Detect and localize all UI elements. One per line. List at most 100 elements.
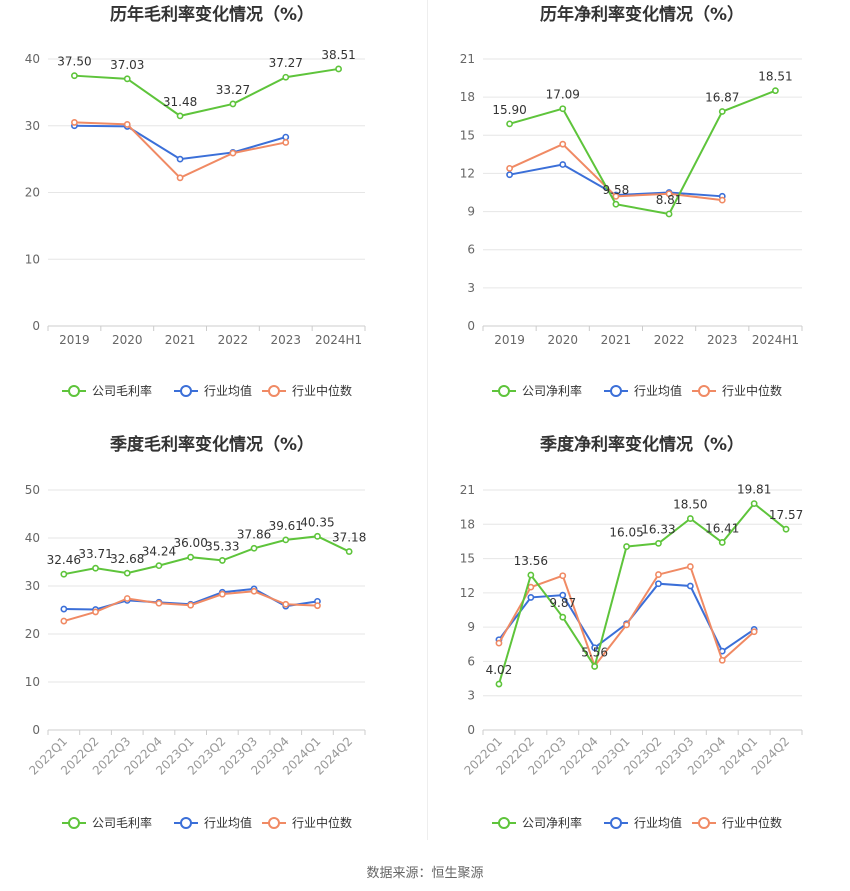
y-tick-label: 20 xyxy=(25,627,40,641)
data-label: 9.87 xyxy=(549,596,576,610)
y-tick-label: 15 xyxy=(460,128,475,142)
data-point-company xyxy=(218,557,226,564)
legend-label: 公司毛利率 xyxy=(92,383,152,398)
chart-svg: 季度毛利率变化情况（%）010203040502022Q12022Q22022Q… xyxy=(25,434,367,830)
data-point-company xyxy=(187,553,195,561)
y-tick-label: 0 xyxy=(467,723,475,737)
data-point-industry_median xyxy=(686,563,694,570)
data-label: 35.33 xyxy=(205,539,239,553)
data-label: 32.46 xyxy=(47,553,81,567)
data-point-industry_median xyxy=(229,149,237,157)
data-point-industry_avg xyxy=(559,161,567,168)
data-point-industry_avg xyxy=(591,644,599,652)
series-line-company xyxy=(497,502,787,685)
data-point-industry_median xyxy=(655,571,662,578)
data-label: 16.05 xyxy=(609,526,643,540)
data-point-industry_median xyxy=(623,621,630,629)
y-tick-label: 3 xyxy=(467,689,475,703)
data-point-industry_avg xyxy=(60,605,68,613)
data-point-industry_median xyxy=(155,599,163,607)
legend-item-industry_avg: 行业均值 xyxy=(174,815,252,830)
data-point-industry_median xyxy=(187,601,195,609)
data-point-industry_median xyxy=(282,600,290,608)
data-label: 37.03 xyxy=(110,58,144,72)
data-label: 31.48 xyxy=(163,95,197,109)
data-point-industry_avg xyxy=(282,133,290,141)
series-line-industry_avg xyxy=(74,124,287,161)
y-tick-label: 0 xyxy=(32,319,40,333)
panel-divider xyxy=(427,0,428,840)
data-label: 18.50 xyxy=(673,498,707,512)
legend-item-industry_avg: 行业均值 xyxy=(174,383,252,398)
chart-svg: 季度净利率变化情况（%）0369121518212022Q12022Q22022… xyxy=(460,434,804,830)
data-point-company xyxy=(527,571,535,579)
legend-label: 行业中位数 xyxy=(292,383,352,398)
data-point-company xyxy=(718,108,726,115)
data-point-industry_median xyxy=(123,595,131,602)
data-point-industry_median xyxy=(559,140,567,148)
quarterly-net-margin-chart: 季度净利率变化情况（%） 0 3 6 9 12 15 18 21 2022Q1 2022Q2 2022… xyxy=(430,430,850,855)
legend-swatch-marker xyxy=(68,817,80,829)
chart-title: 季度毛利率变化情况（%） xyxy=(110,434,314,455)
y-tick-label: 18 xyxy=(460,90,475,104)
y-tick-label: 20 xyxy=(25,186,40,200)
legend-swatch-marker xyxy=(180,385,192,397)
legend-swatch-marker xyxy=(698,817,710,829)
data-point-company xyxy=(60,570,68,578)
data-point-industry_median xyxy=(123,121,131,128)
data-label: 39.61 xyxy=(269,519,303,533)
legend-swatch-marker xyxy=(498,817,510,829)
y-tick-label: 10 xyxy=(25,675,40,689)
x-tick-label: 2019 xyxy=(59,333,90,347)
data-point-industry_median xyxy=(250,587,258,595)
data-label: 37.18 xyxy=(332,531,366,545)
y-tick-label: 30 xyxy=(25,119,40,133)
data-point-company xyxy=(782,525,790,533)
x-tick-label: 2022 xyxy=(654,333,685,347)
data-point-industry_avg xyxy=(527,594,535,601)
x-tick-label: 2019 xyxy=(494,333,525,347)
data-label: 15.90 xyxy=(492,103,526,117)
data-point-industry_avg xyxy=(506,171,513,179)
data-point-industry_avg xyxy=(176,155,184,163)
data-label: 40.35 xyxy=(300,515,334,529)
data-point-company xyxy=(155,562,163,570)
data-point-company xyxy=(506,120,513,128)
data-point-company xyxy=(559,105,567,113)
y-tick-label: 10 xyxy=(25,252,40,266)
y-tick-label: 3 xyxy=(467,281,475,295)
legend-swatch-marker xyxy=(268,385,280,397)
legend-label: 公司净利率 xyxy=(522,383,582,398)
y-tick-label: 15 xyxy=(460,552,475,566)
legend-item-company: 公司毛利率 xyxy=(62,815,152,830)
data-point-industry_median xyxy=(176,174,184,182)
legend-item-industry_avg: 行业均值 xyxy=(604,815,682,830)
data-point-company xyxy=(71,72,78,80)
data-label: 18.51 xyxy=(758,70,792,84)
y-tick-label: 6 xyxy=(467,654,475,668)
legend-label: 行业中位数 xyxy=(722,815,782,830)
y-tick-label: 9 xyxy=(467,620,475,634)
legend-label: 行业均值 xyxy=(634,383,682,398)
legend-swatch-marker xyxy=(610,385,622,397)
data-point-industry_median xyxy=(559,572,567,580)
data-point-industry_median xyxy=(750,628,758,636)
y-tick-label: 40 xyxy=(25,531,40,545)
chart-svg: 历年毛利率变化情况（%） 0 10 20 30 40 2019 2020 2021 2022 202… xyxy=(25,4,366,398)
y-tick-label: 18 xyxy=(460,517,475,531)
x-tick-label: 2024H1 xyxy=(752,333,799,347)
x-tick-label: 2024H1 xyxy=(315,333,362,347)
data-point-industry_median xyxy=(314,602,321,610)
legend-item-industry_median: 行业中位数 xyxy=(692,815,782,830)
y-tick-label: 9 xyxy=(467,205,475,219)
series-line-industry_median xyxy=(74,121,286,180)
data-point-company xyxy=(229,100,237,108)
data-label: 37.86 xyxy=(237,527,271,541)
data-point-industry_median xyxy=(218,590,226,598)
y-tick-label: 12 xyxy=(460,166,475,180)
data-point-company xyxy=(718,539,726,546)
series-line-company xyxy=(74,67,339,117)
y-tick-label: 40 xyxy=(25,52,40,66)
quarterly-gross-margin-chart: 季度毛利率变化情况（%） 0 10 20 30 40 50 2022Q1 2022Q2 2022Q… xyxy=(0,430,425,855)
legend-item-industry_avg: 行业均值 xyxy=(604,383,682,398)
